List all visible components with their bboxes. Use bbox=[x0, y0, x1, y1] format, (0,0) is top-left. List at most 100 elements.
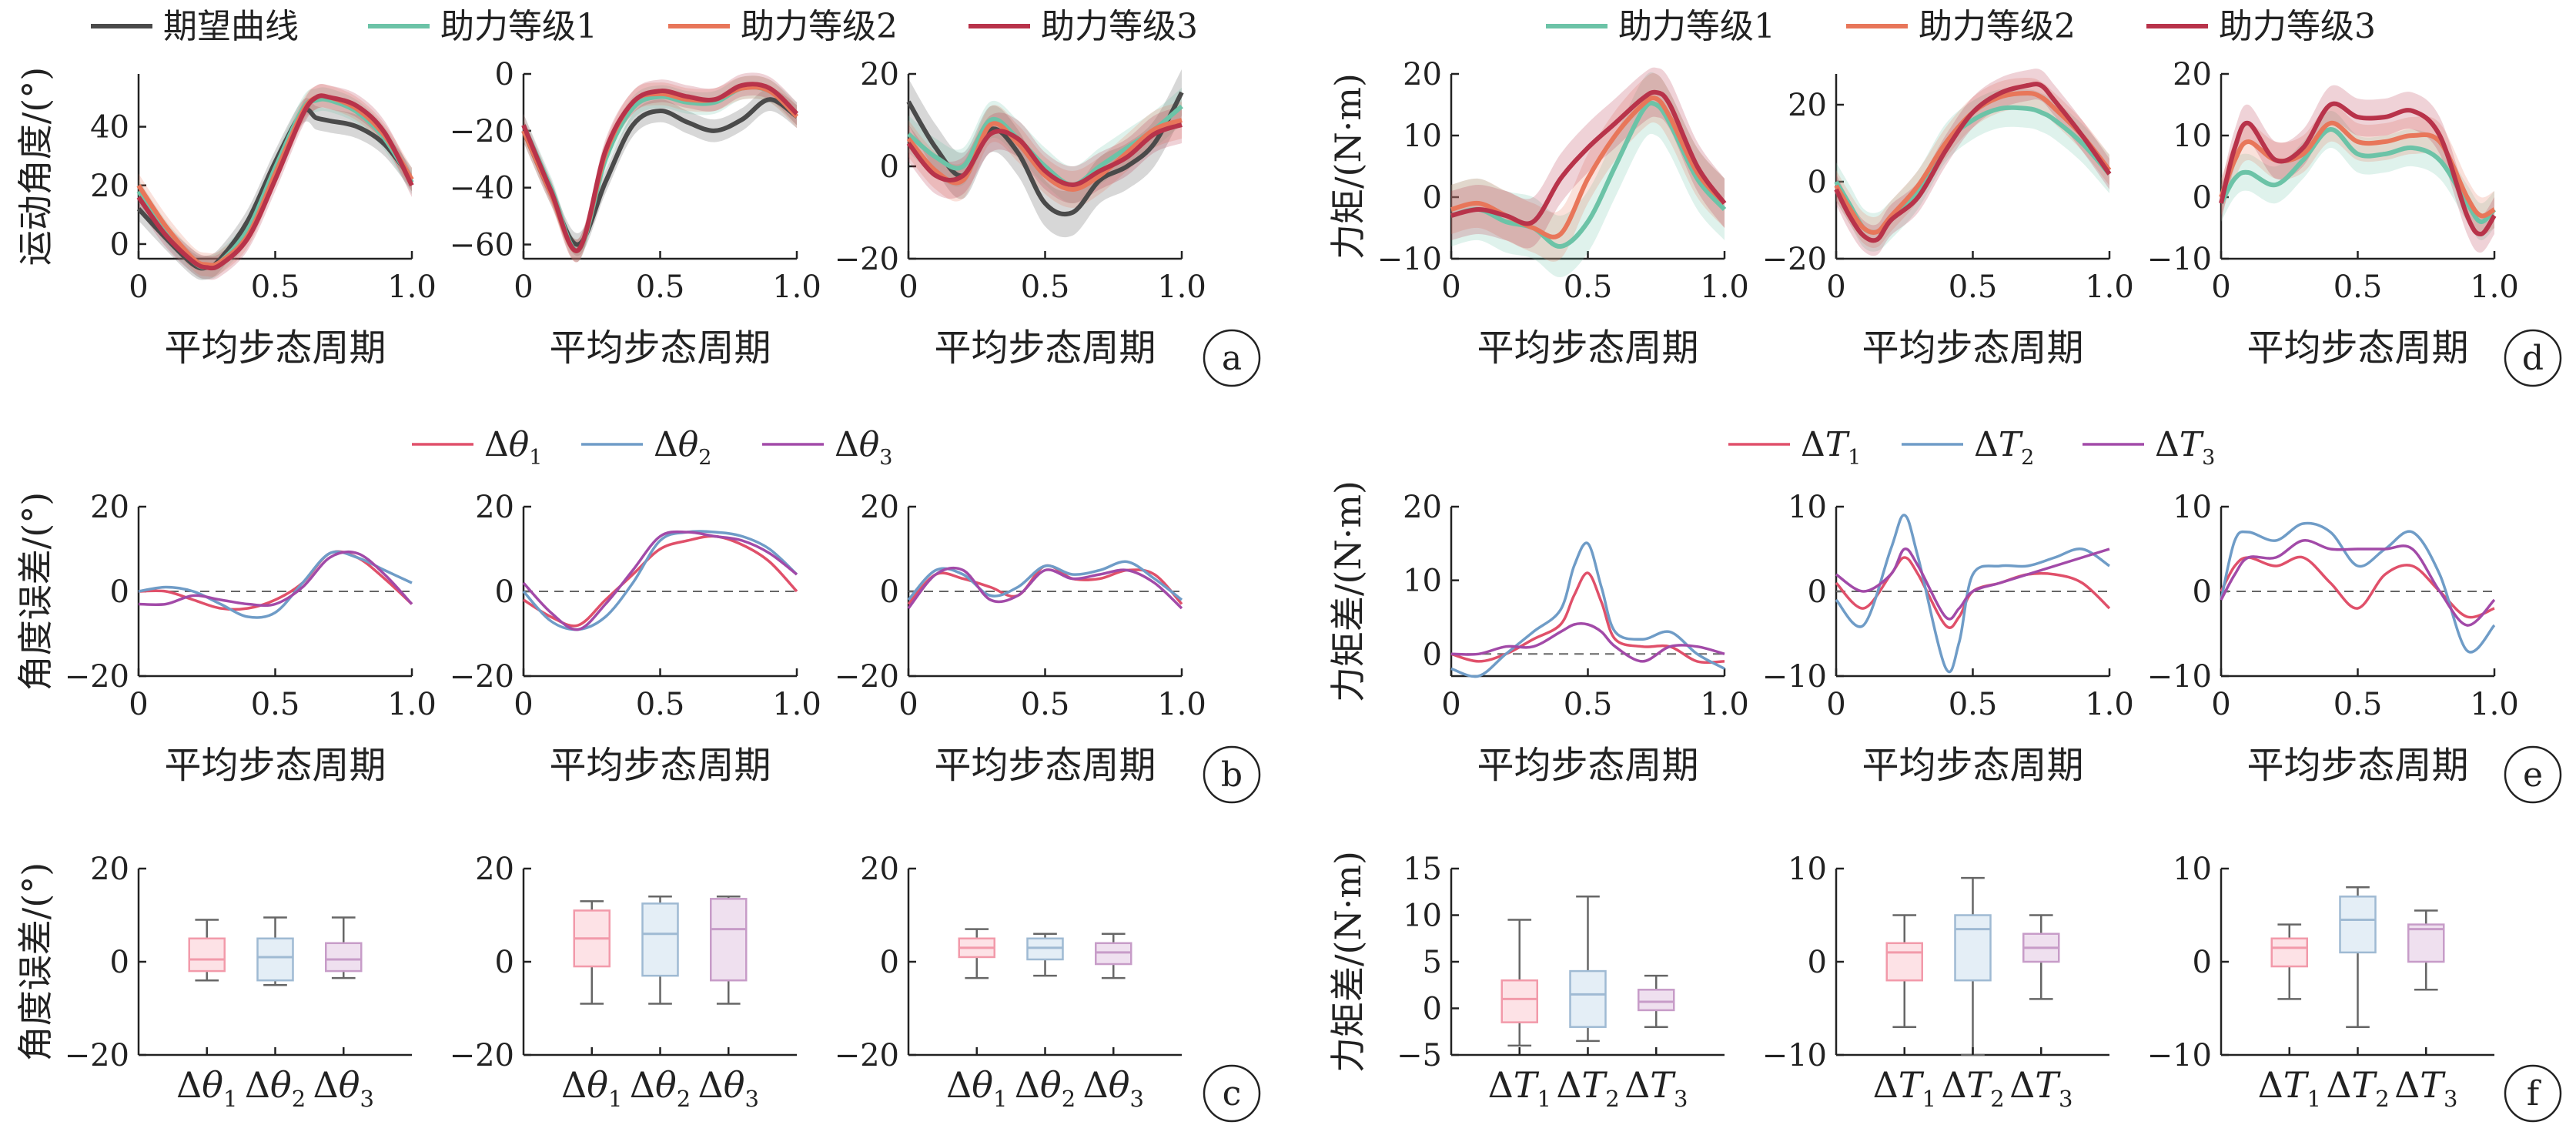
x-axis-label: 平均步态周期 bbox=[549, 744, 771, 787]
y-axis-label: 力矩/(N·m) bbox=[1327, 73, 1369, 259]
x-tick-label: 0.5 bbox=[1564, 270, 1613, 305]
legend-b: Δθ1 Δθ2 Δθ3 bbox=[412, 425, 892, 470]
panel-letter-text: f bbox=[2527, 1074, 2541, 1113]
x-tick-label: 1.0 bbox=[387, 687, 437, 722]
y-tick-label: 20 bbox=[1403, 57, 1442, 92]
series-line-3 bbox=[906, 118, 1183, 192]
box-iqr bbox=[1954, 914, 1992, 982]
y-tick-label: 40 bbox=[90, 110, 129, 146]
y-tick-label: 20 bbox=[860, 852, 899, 887]
y-tick-label: 20 bbox=[475, 490, 514, 525]
category-label: ΔT1 bbox=[1873, 1064, 1936, 1112]
box-iqr bbox=[325, 942, 363, 973]
y-tick-label: 20 bbox=[860, 57, 899, 92]
y-tick-label: 20 bbox=[475, 852, 514, 887]
series-line-2 bbox=[1450, 541, 1725, 678]
y-tick-label: −20 bbox=[65, 1038, 129, 1073]
box-3 bbox=[325, 916, 363, 979]
chart-panel-c3: 20 0 −20 Δθ1 Δθ2 Δθ3 bbox=[835, 852, 1182, 1112]
x-tick-label: 0 bbox=[129, 687, 148, 722]
x-tick-label: 0.5 bbox=[251, 270, 300, 305]
panel-letter-circle bbox=[1203, 1064, 1261, 1123]
category-label: ΔT1 bbox=[1488, 1064, 1551, 1112]
legend-label: ΔT3 bbox=[2155, 425, 2215, 470]
x-axis-label: 平均步态周期 bbox=[934, 326, 1156, 370]
y-tick-label: 0 bbox=[2193, 574, 2212, 610]
legend-label: 助力等级3 bbox=[2219, 7, 2376, 46]
confidence-band-1 bbox=[2221, 110, 2494, 241]
category-label: Δθ2 bbox=[245, 1064, 306, 1112]
y-tick-label: 0 bbox=[1808, 574, 1827, 610]
panel-letter-c: c bbox=[1203, 1064, 1261, 1123]
panel-letter-text: c bbox=[1223, 1074, 1242, 1113]
x-tick-label: 0 bbox=[514, 687, 533, 722]
y-tick-label: −10 bbox=[2147, 1038, 2212, 1073]
box-iqr bbox=[188, 937, 226, 973]
series-line-3 bbox=[2220, 539, 2496, 627]
series-line-3 bbox=[138, 550, 413, 608]
chart-panel-c2: 20 0 −20 Δθ1 Δθ2 Δθ3 bbox=[450, 852, 797, 1112]
series-line-3 bbox=[522, 530, 798, 631]
category-label: ΔT3 bbox=[1624, 1064, 1688, 1112]
x-axis-label: 平均步态周期 bbox=[1477, 744, 1698, 787]
legend-label: 助力等级1 bbox=[440, 7, 597, 46]
series-line-1 bbox=[1450, 100, 1727, 249]
y-tick-label: 10 bbox=[1403, 899, 1442, 934]
y-tick-label: −20 bbox=[450, 659, 514, 695]
x-tick-label: 1.0 bbox=[772, 687, 821, 722]
box-iqr bbox=[1638, 989, 1675, 1012]
chart-panel-f2: 10 0 −10 ΔT1 ΔT2 ΔT3 bbox=[1762, 852, 2109, 1112]
category-label: ΔT2 bbox=[1941, 1064, 2004, 1112]
legend-a: 期望曲线 助力等级1 助力等级2 助力等级3 bbox=[91, 7, 1198, 46]
y-tick-label: −10 bbox=[2147, 659, 2212, 695]
legend-label: Δθ3 bbox=[835, 425, 892, 470]
y-tick-label: 20 bbox=[1403, 490, 1442, 525]
x-tick-label: 0.5 bbox=[1021, 687, 1070, 722]
y-tick-label: 0 bbox=[1423, 992, 1442, 1027]
legend-label: 助力等级2 bbox=[741, 7, 898, 46]
box-iqr bbox=[1569, 969, 1607, 1028]
panel-letter-text: d bbox=[2522, 339, 2544, 378]
x-tick-label: 0.5 bbox=[1949, 270, 1998, 305]
y-axis-label: 角度误差/(°) bbox=[15, 862, 56, 1061]
y-tick-label: 0 bbox=[2193, 945, 2212, 980]
box-1 bbox=[1500, 919, 1538, 1047]
x-tick-label: 0 bbox=[2211, 270, 2230, 305]
category-label: ΔT3 bbox=[2009, 1064, 2073, 1112]
series-line-3 bbox=[1834, 82, 2112, 243]
series-line-2 bbox=[2219, 120, 2496, 219]
x-tick-label: 0 bbox=[1441, 687, 1460, 722]
panel-letter-circle bbox=[2504, 329, 2562, 387]
y-tick-label: 0 bbox=[110, 945, 129, 980]
y-tick-label: 20 bbox=[90, 490, 129, 525]
legend-label: 助力等级1 bbox=[1618, 7, 1775, 46]
x-tick-label: 0.5 bbox=[2333, 687, 2383, 722]
y-tick-label: −10 bbox=[1377, 242, 1442, 277]
x-tick-label: 0 bbox=[514, 270, 533, 305]
box-2 bbox=[2339, 886, 2377, 1028]
y-axis-label: 力矩差/(N·m) bbox=[1327, 480, 1369, 702]
y-tick-label: 20 bbox=[2173, 57, 2212, 92]
box-3 bbox=[1638, 974, 1675, 1028]
x-axis-label: 平均步态周期 bbox=[164, 326, 386, 370]
y-tick-label: −10 bbox=[1762, 1038, 1827, 1073]
series-line-2 bbox=[907, 560, 1183, 601]
series-line-4 bbox=[136, 93, 414, 271]
series-line-4 bbox=[906, 122, 1183, 187]
series-line-3 bbox=[2219, 101, 2497, 236]
series-line-2 bbox=[138, 550, 413, 619]
category-label: ΔT1 bbox=[2258, 1064, 2321, 1112]
panel-letter-circle bbox=[1203, 329, 1261, 387]
category-label: Δθ2 bbox=[1015, 1064, 1076, 1112]
category-label: Δθ3 bbox=[1083, 1064, 1144, 1112]
y-tick-label: 0 bbox=[1808, 945, 1827, 980]
panel-letter-text: b bbox=[1221, 755, 1243, 795]
box-3 bbox=[2407, 909, 2445, 991]
